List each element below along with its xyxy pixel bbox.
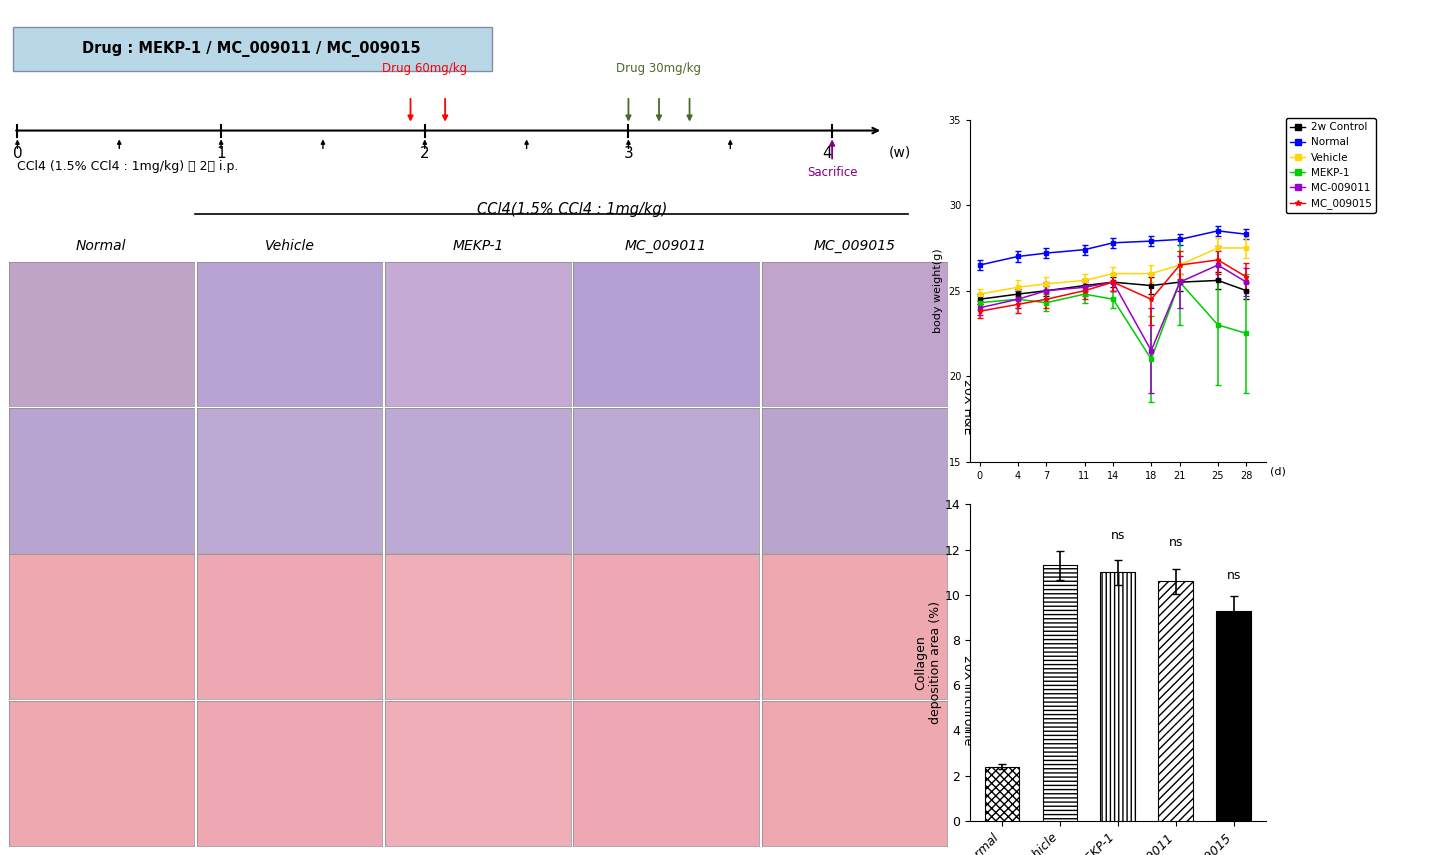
Text: CCl4 (1.5% CCl4 : 1mg/kg) 주 2회 i.p.: CCl4 (1.5% CCl4 : 1mg/kg) 주 2회 i.p. xyxy=(17,160,239,173)
Bar xyxy=(13,27,492,71)
Bar xyxy=(985,767,1019,821)
Text: CCl4(1.5% CCl4 : 1mg/kg): CCl4(1.5% CCl4 : 1mg/kg) xyxy=(476,202,668,217)
Y-axis label: Collagen
deposition area (%): Collagen deposition area (%) xyxy=(914,601,941,724)
Text: Sacrifice: Sacrifice xyxy=(807,166,857,179)
Text: Drug 30mg/kg: Drug 30mg/kg xyxy=(617,62,701,75)
Text: 1: 1 xyxy=(216,145,226,161)
Text: ns: ns xyxy=(1169,535,1183,549)
Text: Drug : MEKP-1 / MC_009011 / MC_009015: Drug : MEKP-1 / MC_009011 / MC_009015 xyxy=(83,40,421,56)
Text: Normal: Normal xyxy=(77,239,126,253)
Bar xyxy=(1158,581,1193,821)
Text: MC_009011: MC_009011 xyxy=(626,239,707,253)
Bar xyxy=(1216,610,1251,821)
Bar xyxy=(1100,572,1135,821)
Text: ns: ns xyxy=(1226,569,1241,582)
Text: MEKP-1: MEKP-1 xyxy=(452,239,504,253)
Legend: 2w Control, Normal, Vehicle, MEKP-1, MC-009011, MC_009015: 2w Control, Normal, Vehicle, MEKP-1, MC-… xyxy=(1286,118,1376,214)
Text: MC_009015: MC_009015 xyxy=(814,239,895,253)
Text: 4: 4 xyxy=(822,145,833,161)
Y-axis label: body weight(g): body weight(g) xyxy=(933,249,943,333)
Text: Drug 60mg/kg: Drug 60mg/kg xyxy=(382,62,468,75)
Text: ns: ns xyxy=(1111,528,1125,542)
Text: (d): (d) xyxy=(1270,467,1286,477)
Text: 2: 2 xyxy=(420,145,430,161)
Text: 20X H&E: 20X H&E xyxy=(961,380,973,435)
Text: 0: 0 xyxy=(13,145,22,161)
Text: Vehicle: Vehicle xyxy=(265,239,314,253)
Bar xyxy=(1043,565,1077,821)
Text: 20X Trichrome: 20X Trichrome xyxy=(961,655,973,746)
Text: 3: 3 xyxy=(624,145,633,161)
Text: (w): (w) xyxy=(889,145,911,160)
